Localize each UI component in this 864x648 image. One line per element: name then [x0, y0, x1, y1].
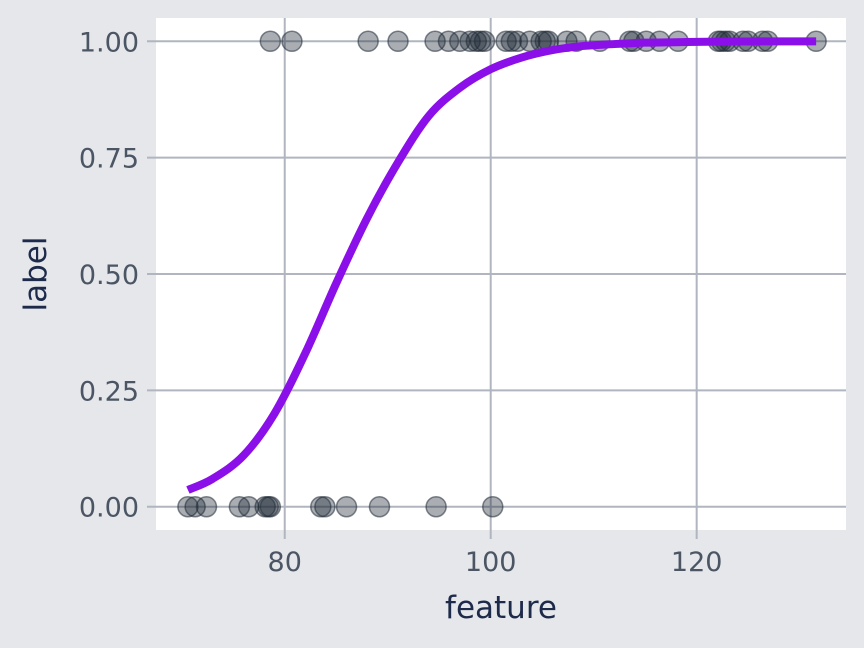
x-tick-label: 120 [671, 547, 723, 578]
data-point [281, 30, 303, 53]
y-tick-label: 1.00 [79, 27, 139, 58]
x-axis-title: feature [445, 590, 557, 626]
data-point [425, 495, 447, 518]
data-point [482, 495, 504, 518]
x-tick-label: 100 [465, 547, 517, 578]
y-tick-label: 0.25 [79, 376, 139, 407]
y-tick-label: 0.50 [79, 260, 139, 291]
fitted-curve-layer [186, 37, 817, 494]
tick-labels: 80 100 120 0.00 0.25 0.50 0.75 1.00 [79, 27, 723, 578]
fitted-curve [186, 37, 817, 494]
data-point [437, 30, 460, 53]
data-point [314, 495, 336, 518]
data-point [259, 30, 282, 53]
data-point [184, 495, 206, 518]
data-point [495, 30, 517, 53]
data-point [500, 30, 523, 53]
y-tick-label: 0.00 [79, 493, 139, 524]
data-point [473, 30, 496, 53]
data-point [387, 30, 409, 53]
data-point [195, 495, 218, 518]
data-point [368, 495, 391, 518]
data-point [259, 495, 282, 518]
data-point [335, 495, 358, 518]
data-point [177, 495, 199, 518]
x-tick-label: 80 [268, 547, 302, 578]
data-point [506, 30, 529, 53]
data-point [357, 30, 379, 53]
y-axis-title: label [18, 237, 54, 312]
y-tick-label: 0.75 [79, 144, 139, 175]
